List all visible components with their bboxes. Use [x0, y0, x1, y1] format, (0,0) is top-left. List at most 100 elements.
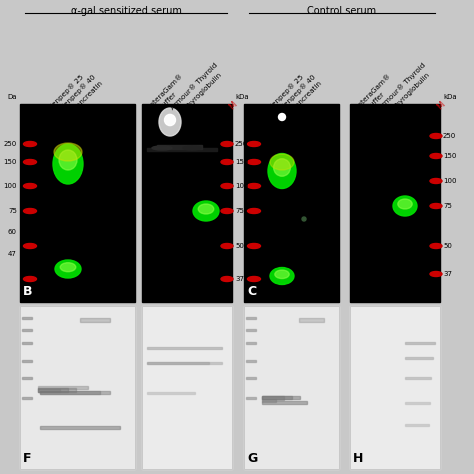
- Text: Pancreatin: Pancreatin: [73, 80, 104, 111]
- Text: 47: 47: [8, 251, 17, 257]
- Bar: [405, 357, 433, 359]
- Bar: [299, 318, 324, 322]
- Ellipse shape: [398, 199, 412, 209]
- Text: Control serum: Control serum: [308, 6, 376, 16]
- Ellipse shape: [273, 159, 291, 176]
- Bar: [20, 306, 135, 469]
- Ellipse shape: [247, 276, 261, 282]
- Ellipse shape: [198, 204, 214, 214]
- Text: 37: 37: [235, 276, 244, 282]
- Bar: [38, 388, 68, 392]
- Bar: [405, 377, 431, 379]
- Ellipse shape: [152, 146, 172, 150]
- Bar: [142, 306, 232, 469]
- Bar: [142, 306, 232, 469]
- Text: Buffer: Buffer: [158, 91, 178, 111]
- Text: 50: 50: [443, 243, 452, 249]
- Text: M: M: [228, 100, 239, 111]
- Text: 100: 100: [3, 183, 17, 189]
- Bar: [244, 306, 339, 469]
- Bar: [22, 397, 32, 399]
- Ellipse shape: [268, 154, 296, 189]
- Ellipse shape: [247, 159, 261, 164]
- Ellipse shape: [393, 196, 417, 216]
- Text: 150: 150: [4, 159, 17, 165]
- Text: D: D: [353, 285, 363, 298]
- Bar: [147, 362, 222, 364]
- Ellipse shape: [164, 114, 175, 126]
- Circle shape: [302, 217, 306, 221]
- Ellipse shape: [55, 260, 81, 278]
- Ellipse shape: [24, 183, 36, 189]
- Text: Zenpep® 40: Zenpep® 40: [279, 73, 317, 111]
- Bar: [262, 396, 284, 400]
- Text: F: F: [23, 452, 31, 465]
- Text: 250: 250: [235, 141, 248, 147]
- Bar: [22, 317, 32, 319]
- Circle shape: [279, 113, 285, 120]
- Text: C: C: [247, 285, 256, 298]
- Ellipse shape: [221, 276, 233, 282]
- Ellipse shape: [221, 244, 233, 248]
- Bar: [142, 104, 232, 302]
- Ellipse shape: [221, 183, 233, 189]
- Ellipse shape: [221, 142, 233, 146]
- Text: 100: 100: [235, 183, 248, 189]
- Text: 150: 150: [235, 159, 248, 165]
- Bar: [22, 329, 32, 331]
- Bar: [244, 306, 339, 469]
- Text: 37: 37: [443, 271, 452, 277]
- Bar: [40, 391, 100, 394]
- Bar: [147, 148, 217, 151]
- Bar: [262, 399, 276, 402]
- Ellipse shape: [60, 263, 76, 272]
- Ellipse shape: [53, 144, 83, 184]
- Ellipse shape: [430, 203, 442, 209]
- Bar: [405, 424, 429, 426]
- Ellipse shape: [270, 267, 294, 284]
- Ellipse shape: [24, 276, 36, 282]
- Text: Da: Da: [8, 94, 17, 100]
- Bar: [38, 389, 60, 392]
- Bar: [157, 145, 202, 149]
- Ellipse shape: [193, 201, 219, 221]
- Ellipse shape: [24, 159, 36, 164]
- Text: Thyroglobulin: Thyroglobulin: [184, 72, 223, 111]
- Bar: [38, 388, 76, 392]
- Text: 60: 60: [8, 229, 17, 235]
- Text: kDa: kDa: [443, 94, 456, 100]
- Ellipse shape: [247, 244, 261, 248]
- Ellipse shape: [270, 154, 294, 170]
- Bar: [350, 104, 440, 302]
- Bar: [244, 104, 339, 302]
- Text: EnteraGam®: EnteraGam®: [146, 73, 184, 111]
- Bar: [246, 317, 256, 319]
- Bar: [147, 347, 222, 349]
- Bar: [262, 401, 307, 404]
- Ellipse shape: [430, 154, 442, 158]
- Text: kDa: kDa: [235, 94, 249, 100]
- Ellipse shape: [430, 272, 442, 276]
- Text: Thyroglobulin: Thyroglobulin: [392, 72, 431, 111]
- Ellipse shape: [275, 270, 289, 279]
- Text: 75: 75: [443, 203, 452, 209]
- Ellipse shape: [24, 244, 36, 248]
- Text: B: B: [23, 285, 33, 298]
- Ellipse shape: [54, 143, 82, 161]
- Bar: [22, 342, 32, 344]
- Bar: [246, 329, 256, 331]
- Bar: [246, 377, 256, 379]
- Ellipse shape: [430, 179, 442, 183]
- Text: H: H: [353, 452, 364, 465]
- Ellipse shape: [430, 244, 442, 248]
- Ellipse shape: [247, 209, 261, 213]
- Text: α-gal sensitized serum: α-gal sensitized serum: [71, 6, 182, 16]
- Ellipse shape: [159, 108, 181, 136]
- Text: 75: 75: [235, 208, 244, 214]
- Bar: [40, 426, 120, 429]
- Bar: [246, 360, 256, 362]
- Bar: [350, 306, 440, 469]
- Text: 250: 250: [443, 133, 456, 139]
- Bar: [262, 396, 292, 399]
- Ellipse shape: [247, 183, 261, 189]
